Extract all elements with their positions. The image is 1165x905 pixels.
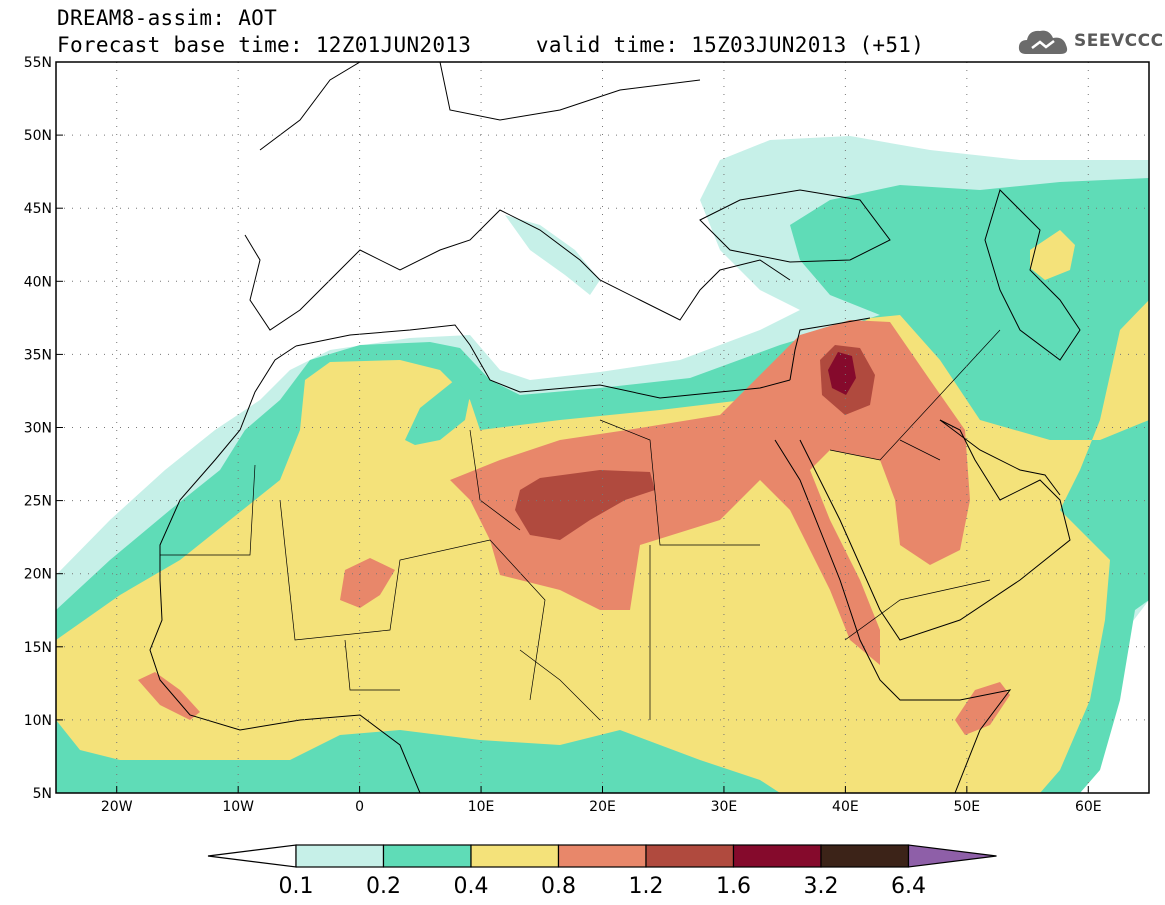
colorbar-swatch (295, 844, 385, 868)
cloud-icon (1018, 30, 1068, 54)
lat-tick-label: 45N (24, 201, 52, 217)
colorbar-min-arrow (207, 844, 297, 868)
logo-text: SEEVCCC (1074, 31, 1164, 51)
lat-tick-label: 25N (24, 494, 52, 510)
lon-tick-label: 40E (832, 799, 859, 815)
contour-0.2-blob-caspian (1030, 230, 1075, 280)
contour-0.8-somalia (955, 682, 1010, 735)
forecast-time-line: Forecast base time: 12Z01JUN2013 valid t… (57, 33, 925, 57)
lat-tick-label: 40N (24, 274, 52, 290)
coast-caspian (984, 189, 1081, 361)
lon-tick-label: 10W (222, 799, 254, 815)
colorbar-level-label: 0.1 (279, 874, 314, 899)
contour-1.2-sahara (515, 470, 655, 540)
lat-tick-label: 55N (24, 55, 52, 71)
lon-tick-label: 30E (711, 799, 738, 815)
colorbar-swatch (470, 844, 560, 868)
lon-tick-label: 20E (589, 799, 616, 815)
coast-persian-gulf (939, 419, 1061, 496)
coast-europe (244, 209, 791, 331)
lon-tick-label: 10E (468, 799, 495, 815)
axis-ticks: 20W 10W 0 10E 20E 30E 40E 50E 60E 55N 50N 45N 40N 35N… (24, 55, 1102, 815)
lat-tick-label: 20N (24, 567, 52, 583)
lon-tick-label: 20W (101, 799, 133, 815)
coastlines (149, 62, 1081, 793)
lat-tick-label: 10N (24, 713, 52, 729)
contour-1.6-iraq (828, 352, 856, 395)
lat-tick-label: 50N (24, 128, 52, 144)
coast-levant (789, 317, 871, 381)
country-borders (160, 329, 1001, 721)
border-lines (160, 329, 1001, 721)
colorbar-level-label: 3.2 (804, 874, 839, 899)
colorbar-level-label: 6.4 (891, 874, 926, 899)
aot-shading (56, 136, 1149, 793)
contour-0.1-adriatic (505, 215, 600, 295)
lat-tick-label: 5N (33, 786, 52, 802)
lon-tick-label: 50E (953, 799, 980, 815)
lon-tick-label: 60E (1075, 799, 1102, 815)
colorbar-level-label: 1.2 (629, 874, 664, 899)
colorbar-swatch (820, 844, 910, 868)
lon-tick-label: 0 (355, 799, 364, 815)
lat-tick-label: 30N (24, 421, 52, 437)
colorbar-swatch (557, 844, 647, 868)
colorbar-level-label: 0.8 (541, 874, 576, 899)
colorbar-level-label: 0.2 (366, 874, 401, 899)
coast-red-sea (774, 439, 1012, 793)
coast-arabia (799, 419, 1071, 641)
seevccc-logo: SEEVCCC (1016, 24, 1163, 60)
contour-0.8-niger (340, 558, 395, 608)
colorbar-swatch (645, 844, 735, 868)
colorbar-level-label: 1.6 (716, 874, 751, 899)
contour-0.2-blob-atlas (405, 380, 470, 445)
colorbar-swatch (382, 844, 472, 868)
coast-west-africa (149, 345, 421, 793)
colorbar-level-label: 0.4 (454, 874, 489, 899)
coast-black-sea (699, 189, 891, 263)
chart-title: DREAM8-assim: AOT (57, 6, 278, 30)
lat-tick-label: 15N (24, 640, 52, 656)
colorbar: 0.1 0.2 0.4 0.8 1.2 1.6 3.2 6.4 (207, 844, 997, 899)
colorbar-swatch (732, 844, 822, 868)
colorbar-max-arrow (907, 844, 997, 868)
lat-tick-label: 35N (24, 347, 52, 363)
coast-north-africa (295, 324, 791, 399)
coast-northern-europe (259, 62, 701, 151)
